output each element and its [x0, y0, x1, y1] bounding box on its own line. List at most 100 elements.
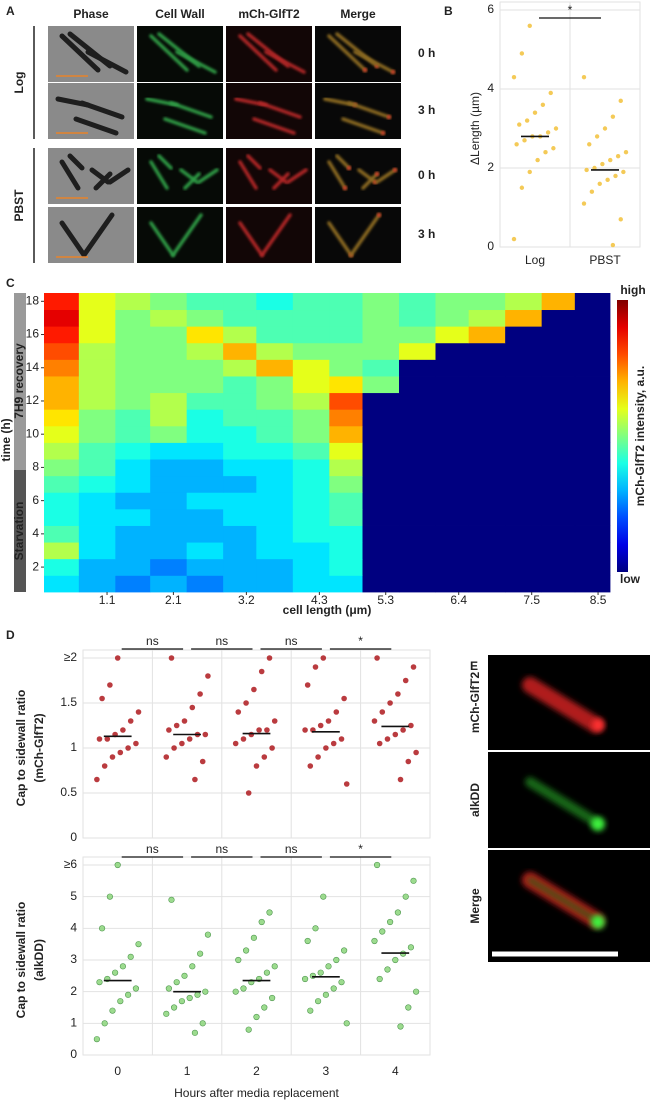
- heatmap-cell: [223, 326, 257, 344]
- heatmap-cell: [150, 293, 188, 311]
- data-point: [317, 722, 324, 729]
- heatmap-cell: [150, 492, 188, 510]
- data-point: [545, 130, 551, 135]
- heatmap-cell: [398, 475, 436, 493]
- heatmap-cell: [256, 459, 294, 477]
- cell-pole: [591, 817, 605, 831]
- heatmap-cell: [468, 442, 506, 460]
- data-point: [338, 736, 345, 742]
- heatmap-cell: [150, 392, 188, 410]
- cell-pole: [381, 131, 385, 135]
- heatmap-cell: [362, 475, 400, 493]
- heatmap-cell: [150, 575, 188, 593]
- row-label: 3 h: [418, 227, 435, 241]
- data-point: [245, 1026, 252, 1033]
- heatmap-cell: [256, 525, 294, 543]
- heatmap-cell: [468, 475, 506, 493]
- heatmap-cell: [78, 392, 116, 410]
- y-tick-label: 1.5: [60, 695, 77, 709]
- data-point: [96, 736, 103, 742]
- heatmap-cell: [435, 508, 470, 526]
- data-point: [166, 727, 172, 733]
- heatmap-cell: [150, 376, 188, 394]
- data-point: [341, 695, 347, 702]
- data-point: [333, 956, 340, 964]
- data-point: [413, 988, 420, 995]
- cell-pole: [591, 915, 605, 929]
- heatmap-cell: [115, 575, 151, 593]
- heatmap-cell: [505, 326, 543, 344]
- data-point: [232, 740, 239, 747]
- data-point: [325, 963, 332, 970]
- y-tick-label: 4: [32, 526, 39, 540]
- data-point: [543, 150, 548, 155]
- heatmap-cell: [398, 542, 436, 560]
- heatmap-cell: [292, 409, 330, 427]
- data-point: [127, 718, 134, 724]
- data-point: [553, 126, 559, 131]
- heatmap-cell: [150, 342, 188, 360]
- data-point: [109, 754, 116, 760]
- heatmap-cell: [44, 558, 80, 576]
- heatmap-cell: [115, 342, 151, 360]
- heatmap-cell: [435, 425, 470, 443]
- cell: [171, 213, 203, 257]
- colorbar-label: mCh-GlfT2 intensity, a.u.: [633, 366, 647, 506]
- y-tick-label: 6: [32, 493, 39, 507]
- heatmap-cell: [505, 342, 543, 360]
- data-point: [168, 655, 175, 661]
- heatmap-cell: [398, 326, 436, 344]
- data-point: [192, 776, 198, 783]
- data-point: [413, 749, 419, 756]
- data-point: [613, 173, 618, 179]
- heatmap-cell: [292, 342, 330, 360]
- heatmap-cell: [329, 459, 363, 477]
- significance-label: *: [358, 634, 363, 648]
- data-point: [532, 110, 538, 115]
- data-point: [189, 704, 196, 711]
- y-tick-label: 0.5: [60, 785, 77, 799]
- heatmap-cell: [115, 392, 151, 410]
- heatmap-cell: [329, 442, 363, 460]
- heatmap-cell: [150, 508, 188, 526]
- data-point: [186, 736, 193, 742]
- cell: [107, 167, 131, 185]
- data-point: [119, 963, 127, 970]
- cell: [375, 168, 397, 184]
- heatmap-cell: [435, 442, 470, 460]
- heatmap-cell: [44, 409, 80, 427]
- data-point: [163, 754, 170, 760]
- data-point: [322, 991, 330, 998]
- heatmap-cell: [78, 558, 116, 576]
- cell: [286, 168, 308, 184]
- heatmap-cell: [292, 459, 330, 477]
- heatmap-cell: [574, 542, 611, 560]
- heatmap-cell: [223, 309, 257, 327]
- colorbar: [617, 300, 628, 572]
- y-tick-label: 2: [32, 559, 39, 573]
- data-point: [379, 709, 386, 715]
- row-label: mCh-GlfT2: [468, 672, 482, 734]
- data-point: [581, 201, 587, 206]
- heatmap-cell: [150, 309, 188, 327]
- heatmap-cell: [329, 392, 363, 410]
- cell: [349, 213, 381, 257]
- heatmap-cell: [223, 293, 257, 311]
- micrograph: [48, 83, 134, 139]
- cell: [327, 160, 347, 190]
- column-header: Phase: [73, 7, 109, 21]
- heatmap-cell: [150, 425, 188, 443]
- data-point: [125, 991, 132, 998]
- heatmap-cell: [329, 558, 363, 576]
- heatmap-cell: [362, 309, 400, 327]
- heatmap-cell: [256, 326, 294, 344]
- data-point: [371, 718, 378, 724]
- data-point: [253, 1013, 260, 1021]
- heatmap-cell: [505, 442, 543, 460]
- micrograph: [226, 83, 312, 139]
- data-point: [400, 727, 406, 733]
- x-axis-label: cell length (μm): [283, 603, 372, 617]
- column-header: Merge: [340, 7, 376, 21]
- significance-label: ns: [215, 842, 228, 856]
- heatmap-cell: [256, 442, 294, 460]
